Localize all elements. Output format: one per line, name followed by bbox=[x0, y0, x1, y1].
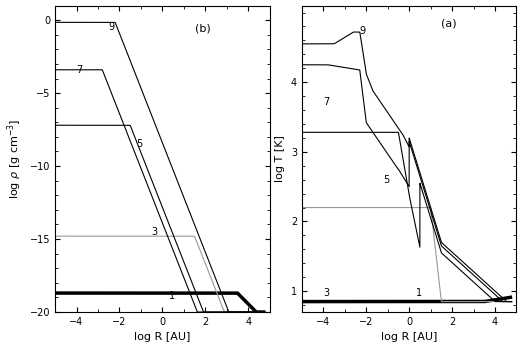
Text: 7: 7 bbox=[323, 97, 329, 107]
Text: 7: 7 bbox=[77, 65, 83, 75]
Text: 3: 3 bbox=[151, 227, 158, 237]
Text: (b): (b) bbox=[195, 24, 210, 34]
Text: 5: 5 bbox=[137, 139, 143, 149]
Y-axis label: log T [K]: log T [K] bbox=[275, 135, 285, 182]
Text: 3: 3 bbox=[323, 288, 329, 298]
Text: 1: 1 bbox=[169, 291, 175, 301]
Text: 9: 9 bbox=[360, 26, 366, 36]
Y-axis label: log $\rho$ [g cm$^{-3}$]: log $\rho$ [g cm$^{-3}$] bbox=[6, 119, 24, 199]
X-axis label: log R [AU]: log R [AU] bbox=[381, 332, 437, 342]
Text: 1: 1 bbox=[416, 288, 422, 298]
Text: (a): (a) bbox=[441, 18, 457, 29]
X-axis label: log R [AU]: log R [AU] bbox=[134, 332, 191, 342]
Text: 5: 5 bbox=[383, 175, 389, 185]
Text: 9: 9 bbox=[109, 23, 115, 32]
